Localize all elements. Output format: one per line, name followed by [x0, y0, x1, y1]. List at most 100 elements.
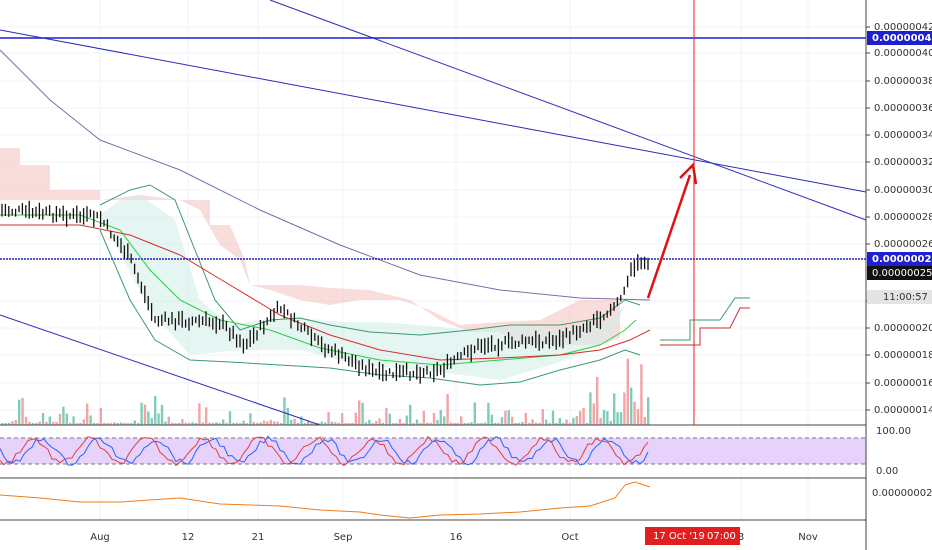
volume-bar — [487, 402, 490, 425]
volume-bar — [89, 415, 92, 425]
volume-bar — [558, 418, 561, 425]
volume-bar — [548, 422, 551, 425]
volume-bar — [242, 420, 245, 425]
volume-bar — [293, 418, 296, 425]
volume-bar — [477, 422, 480, 425]
volume-bar — [517, 422, 521, 425]
volume-bar — [79, 422, 82, 425]
price-bars — [1, 200, 649, 384]
indicator-label: 0.00000002 — [872, 488, 932, 499]
volume-bar — [58, 413, 62, 425]
volume-bar — [228, 411, 232, 425]
volume-bar — [541, 409, 544, 425]
volume-bar — [616, 412, 619, 425]
volume-bar — [344, 423, 347, 425]
indicator-line — [0, 481, 651, 519]
volume-bar — [86, 403, 89, 425]
arrow — [646, 174, 692, 299]
volume-bar — [470, 422, 473, 425]
volume-bar — [643, 416, 646, 425]
price-label: 0.00000016 — [874, 378, 932, 389]
volume-bar — [55, 421, 58, 425]
volume-bar — [514, 422, 517, 425]
volume-bar — [405, 415, 408, 425]
volume-bar — [106, 422, 109, 425]
volume-bar — [4, 422, 7, 425]
price-label: 0.00000020 — [874, 323, 932, 334]
price-label: 0.00000026 — [874, 239, 932, 250]
volume-bar — [453, 422, 456, 425]
volume-bar — [310, 422, 313, 425]
volume-bar — [324, 422, 327, 425]
volume-bar — [225, 422, 228, 425]
volume-bar — [164, 421, 167, 425]
volume-bar — [296, 422, 300, 425]
volume-bar — [154, 396, 157, 425]
volume-bar — [211, 422, 215, 425]
volume-bar — [630, 387, 633, 425]
volume-bar — [273, 421, 276, 425]
volume-bar — [130, 422, 133, 425]
time-label: Oct — [561, 532, 578, 543]
volume-bar — [188, 422, 191, 425]
trend-line-c — [0, 314, 321, 426]
volume-bar — [504, 410, 507, 425]
volume-bar — [249, 413, 252, 425]
volume-bar — [140, 402, 143, 425]
volume-bar — [150, 418, 153, 425]
ma-long — [0, 49, 651, 301]
time-label: Nov — [798, 532, 818, 543]
volume-bar — [167, 416, 170, 425]
volume-bar — [545, 419, 548, 425]
volume-bar — [239, 422, 242, 425]
arrow-head — [679, 162, 698, 185]
volume-bar — [381, 422, 385, 425]
volume-bar — [116, 423, 119, 425]
time-axis: Aug 12 21 Sep 16 Oct 3 Nov — [90, 532, 818, 543]
volume-bar — [313, 422, 317, 425]
volume-bar — [92, 422, 96, 425]
volume-bar — [330, 421, 334, 425]
volume-bar — [201, 422, 204, 425]
volume-bar — [531, 419, 534, 425]
volume-bar — [524, 412, 527, 425]
volume-bar — [69, 422, 72, 425]
ma-fast — [0, 214, 637, 366]
trend-line-a — [0, 29, 867, 193]
volume-bar — [160, 404, 164, 425]
volume-bar — [551, 410, 555, 425]
volume-bar — [96, 422, 99, 425]
volume-bar — [602, 409, 606, 425]
volume-bar — [181, 419, 184, 425]
volume-bar — [443, 416, 446, 425]
time-label: Sep — [334, 532, 353, 543]
volume-bar — [205, 407, 208, 425]
volume-bar — [18, 399, 21, 425]
rsi-lines — [0, 435, 649, 467]
volume-bar — [334, 422, 337, 425]
volume-bar — [419, 422, 422, 425]
volume-bar — [599, 417, 602, 425]
volume-bar — [11, 421, 14, 425]
volume-bar — [473, 402, 476, 425]
volume-bar — [256, 422, 259, 425]
volume-bar — [436, 420, 439, 425]
volume-bar — [1, 422, 4, 425]
volume-bar — [269, 419, 272, 425]
time-label: 12 — [182, 532, 195, 543]
volume-bar — [579, 410, 582, 425]
rsi-line — [0, 435, 649, 466]
volume-bar — [575, 416, 578, 425]
volume-bar — [609, 420, 612, 425]
time-label: 21 — [252, 532, 265, 543]
volume-bar — [592, 403, 595, 425]
volume-bar — [113, 422, 116, 425]
volume-bar — [483, 422, 487, 425]
volume-bar — [555, 422, 558, 425]
volume-bar — [511, 416, 514, 425]
volume-bar — [613, 393, 616, 425]
volume-bar — [429, 422, 432, 425]
volume-bar — [606, 411, 609, 425]
cloud-future-red — [660, 307, 750, 346]
